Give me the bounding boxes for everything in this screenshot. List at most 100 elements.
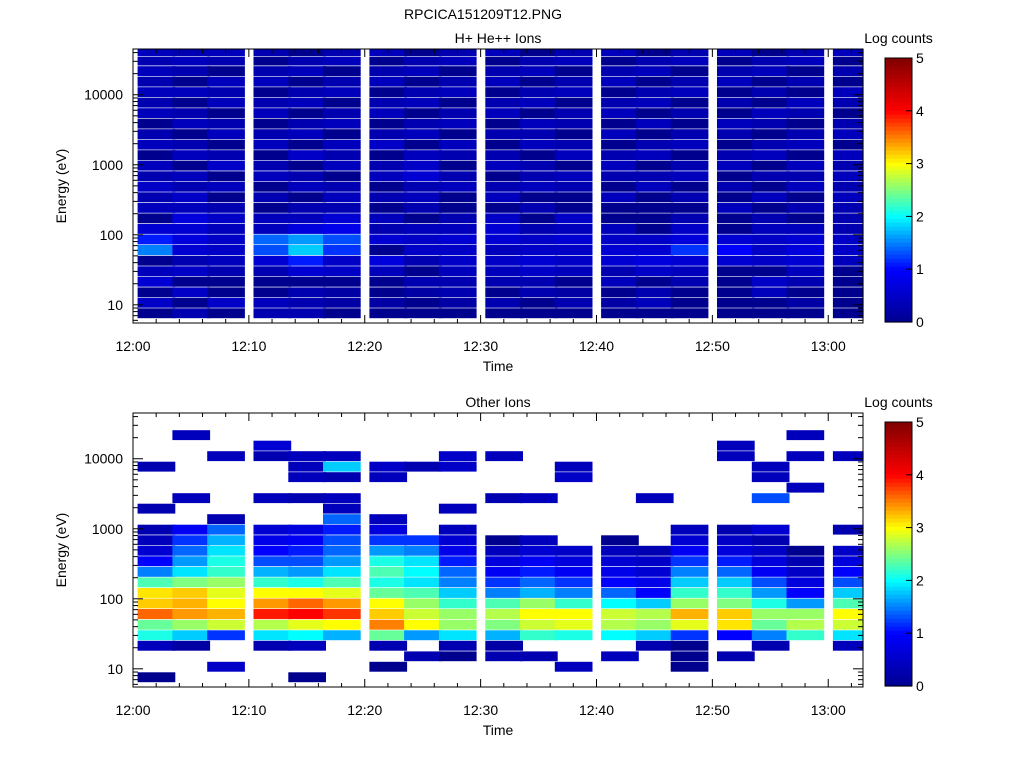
- heatmap-cell: [751, 97, 790, 108]
- heatmap-cell: [207, 108, 245, 119]
- colorbar-segment: [885, 430, 912, 435]
- heatmap-cell: [207, 56, 245, 66]
- heatmap-cell: [670, 661, 709, 672]
- heatmap-cell: [485, 556, 523, 567]
- heatmap-cell: [485, 234, 523, 245]
- heatmap-cell: [751, 535, 790, 546]
- heatmap-cell: [832, 224, 864, 234]
- colorbar-label: Log counts: [864, 394, 933, 410]
- heatmap-cell: [137, 619, 176, 630]
- heatmap-cell: [751, 630, 790, 641]
- heatmap-cell: [404, 577, 442, 588]
- heatmap-cell: [438, 545, 477, 556]
- heatmap-cell: [253, 566, 292, 577]
- heatmap-cell: [601, 308, 639, 319]
- heatmap-cell: [172, 308, 211, 319]
- heatmap-cell: [554, 129, 593, 140]
- heatmap-cell: [751, 56, 790, 66]
- heatmap-cell: [207, 556, 245, 567]
- heatmap-cell: [786, 129, 825, 140]
- heatmap-cell: [520, 76, 558, 87]
- heatmap-cell: [172, 224, 211, 234]
- heatmap-cell: [172, 276, 211, 287]
- heatmap-cell: [137, 213, 176, 224]
- heatmap-cell: [369, 202, 408, 213]
- heatmap-cell: [635, 129, 674, 140]
- heatmap-cell: [172, 66, 211, 77]
- heatmap-cell: [137, 461, 176, 472]
- heatmap-cell: [137, 150, 176, 161]
- heatmap-cell: [751, 202, 790, 213]
- heatmap-cell: [786, 245, 825, 256]
- heatmap-cell: [323, 577, 361, 588]
- x-tick-label: 12:10: [231, 702, 266, 718]
- heatmap-cell: [323, 87, 361, 98]
- heatmap-cell: [554, 566, 593, 577]
- heatmap-cell: [172, 118, 211, 129]
- heatmap-cell: [369, 588, 408, 598]
- heatmap-cell: [369, 609, 408, 620]
- heatmap-cell: [207, 129, 245, 140]
- heatmap-cell: [438, 245, 477, 256]
- heatmap-cell: [369, 224, 408, 234]
- heatmap-cell: [253, 556, 292, 567]
- heatmap-cell: [207, 139, 245, 150]
- heatmap-cell: [554, 661, 593, 672]
- heatmap-cell: [751, 287, 790, 298]
- heatmap-cell: [635, 245, 674, 256]
- heatmap-cell: [635, 297, 674, 308]
- heatmap-cell: [369, 181, 408, 192]
- heatmap-cell: [554, 255, 593, 266]
- heatmap-cell: [601, 234, 639, 245]
- heatmap-cell: [207, 661, 245, 672]
- colorbar-segment: [885, 138, 912, 143]
- colorbar-segment: [885, 94, 912, 99]
- heatmap-cell: [172, 566, 211, 577]
- colorbar-segment: [885, 534, 912, 539]
- heatmap-cell: [288, 108, 326, 119]
- heatmap-cell: [253, 577, 292, 588]
- heatmap-cell: [786, 308, 825, 319]
- heatmap-cell: [635, 577, 674, 588]
- heatmap-cell: [554, 588, 593, 598]
- heatmap-cell: [832, 577, 864, 588]
- colorbar-segment: [885, 146, 912, 151]
- colorbar-segment: [885, 286, 912, 291]
- heatmap-cell: [485, 139, 523, 150]
- heatmap-cell: [323, 535, 361, 546]
- heatmap-cell: [601, 577, 639, 588]
- heatmap-cell: [323, 255, 361, 266]
- heatmap-cell: [369, 213, 408, 224]
- heatmap-cell: [786, 609, 825, 620]
- colorbar-segment: [885, 622, 912, 627]
- heatmap-cell: [520, 160, 558, 171]
- heatmap-cell: [253, 619, 292, 630]
- heatmap-cell: [404, 213, 442, 224]
- panel-title: H+ He++ Ions: [455, 30, 542, 46]
- heatmap-cell: [554, 76, 593, 87]
- colorbar-segment: [885, 586, 912, 591]
- heatmap-cell: [137, 66, 176, 77]
- heatmap-cell: [137, 556, 176, 567]
- heatmap-cell: [635, 171, 674, 182]
- heatmap-cell: [404, 566, 442, 577]
- heatmap-cell: [751, 150, 790, 161]
- heatmap-cell: [601, 297, 639, 308]
- colorbar-segment: [885, 626, 912, 631]
- heatmap-cell: [717, 308, 755, 319]
- heatmap-cell: [635, 598, 674, 609]
- heatmap-cell: [438, 150, 477, 161]
- heatmap-cell: [717, 451, 755, 462]
- heatmap-cell: [207, 514, 245, 525]
- colorbar-segment: [885, 518, 912, 523]
- colorbar-segment: [885, 486, 912, 491]
- heatmap-cell: [751, 556, 790, 567]
- heatmap-cell: [751, 255, 790, 266]
- colorbar-segment: [885, 594, 912, 599]
- heatmap-cell: [438, 118, 477, 129]
- heatmap-cell: [554, 181, 593, 192]
- heatmap-cell: [554, 598, 593, 609]
- heatmap-cell: [404, 297, 442, 308]
- heatmap-cell: [670, 213, 709, 224]
- heatmap-cell: [404, 588, 442, 598]
